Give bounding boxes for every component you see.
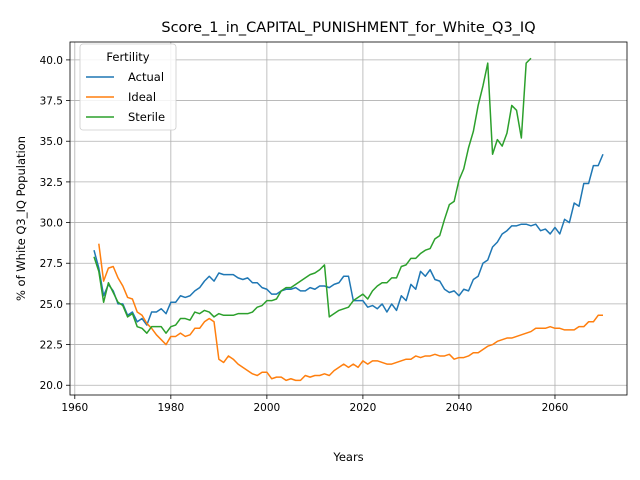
y-tick-label: 32.5 <box>40 177 63 189</box>
x-tick-label: 2040 <box>446 402 473 414</box>
y-tick-label: 22.5 <box>40 340 63 352</box>
legend-label-ideal: Ideal <box>128 90 156 104</box>
plot-frame <box>69 41 628 396</box>
x-tick-label: 1960 <box>61 402 88 414</box>
legend-title: Fertility <box>106 50 149 64</box>
series-line-actual <box>93 153 604 326</box>
legend-label-sterile: Sterile <box>128 110 165 124</box>
y-axis-label: % of White Q3_IQ Population <box>14 136 28 301</box>
legend-items: Actual Ideal Sterile <box>86 70 165 124</box>
y-tick-label: 20.0 <box>40 380 63 392</box>
legend: Fertility Actual Ideal Sterile <box>79 43 177 131</box>
x-tick-label: 2000 <box>254 402 281 414</box>
y-axis-ticks: 20.0 22.5 25.0 27.5 30.0 32.5 35.0 37.5 40.0 <box>40 55 70 392</box>
x-tick-label: 2060 <box>542 402 569 414</box>
y-tick-label: 30.0 <box>40 218 63 230</box>
x-tick-label: 2020 <box>350 402 377 414</box>
y-tick-label: 37.5 <box>40 96 63 108</box>
series-line-ideal <box>98 243 603 382</box>
legend-label-actual: Actual <box>128 70 164 84</box>
chart-title: Score_1_in_CAPITAL_PUNISHMENT_for_White_… <box>161 20 535 36</box>
y-tick-label: 27.5 <box>40 258 63 270</box>
x-axis-ticks: 1960 1980 2000 2020 2040 2060 <box>61 395 568 414</box>
y-tick-label: 25.0 <box>40 299 63 311</box>
y-tick-label: 40.0 <box>40 55 63 67</box>
legend-box <box>79 43 177 131</box>
x-tick-label: 1980 <box>157 402 184 414</box>
grid <box>70 42 627 395</box>
series-line-sterile <box>93 57 532 334</box>
x-axis-label: Years <box>332 450 363 464</box>
y-tick-label: 35.0 <box>40 136 63 148</box>
series-lines <box>93 57 604 382</box>
